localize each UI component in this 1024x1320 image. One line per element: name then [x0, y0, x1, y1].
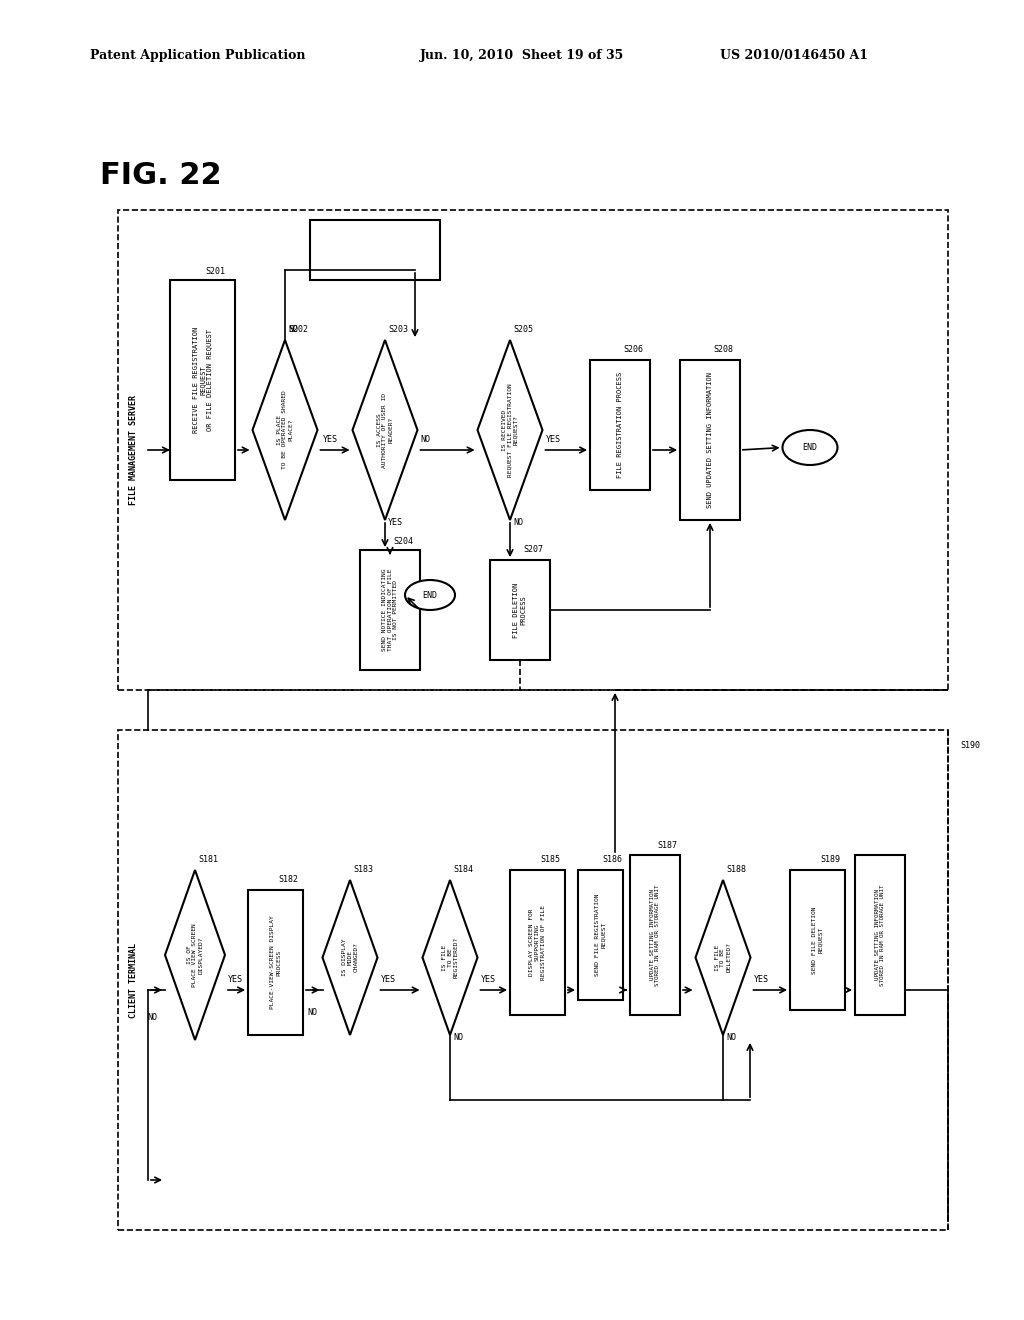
Text: IS PLACE
TO BE OPERATED SHARED
PLACE?: IS PLACE TO BE OPERATED SHARED PLACE? [276, 391, 293, 470]
Text: YES: YES [228, 975, 243, 983]
Text: SEND NOTICE INDICATING
THAT OPERATION OF FILE
IS NOT PERMITTED: SEND NOTICE INDICATING THAT OPERATION OF… [382, 569, 398, 651]
Bar [118, 210, 948, 690]
Text: S206: S206 [623, 346, 643, 355]
Text: S187: S187 [657, 841, 677, 850]
Ellipse shape [782, 430, 838, 465]
Text: NO: NO [726, 1034, 736, 1041]
Text: YES: YES [546, 436, 560, 444]
Bar [590, 360, 650, 490]
Polygon shape [352, 341, 418, 520]
Text: FILE REGISTRATION PROCESS: FILE REGISTRATION PROCESS [617, 372, 623, 478]
Text: NO: NO [147, 1012, 157, 1022]
Text: NO: NO [453, 1034, 463, 1041]
Polygon shape [323, 880, 378, 1035]
Text: IS ACCESS
AUTHORITY OF USER ID
READER?: IS ACCESS AUTHORITY OF USER ID READER? [377, 392, 393, 467]
Text: UPDATE SETTING INFORMATION
STORED IN RAM OR STORAGE UNIT: UPDATE SETTING INFORMATION STORED IN RAM… [874, 884, 886, 986]
Text: NO: NO [421, 436, 430, 444]
Text: CLIENT TERMINAL: CLIENT TERMINAL [128, 942, 137, 1018]
Text: YES: YES [480, 975, 496, 983]
Text: FILE DELETION
PROCESS: FILE DELETION PROCESS [513, 582, 526, 638]
Text: US 2010/0146450 A1: US 2010/0146450 A1 [720, 49, 868, 62]
Text: S189: S189 [820, 855, 841, 865]
Bar [680, 360, 740, 520]
Text: RECEIVE FILE REGISTRATION
REQUEST
OR FILE DELETION REQUEST: RECEIVE FILE REGISTRATION REQUEST OR FIL… [193, 327, 213, 433]
Polygon shape [477, 341, 543, 520]
Text: NO: NO [307, 1008, 317, 1016]
Bar [310, 220, 440, 280]
Text: S183: S183 [353, 866, 373, 874]
Text: Jun. 10, 2010  Sheet 19 of 35: Jun. 10, 2010 Sheet 19 of 35 [420, 49, 625, 62]
Text: S201: S201 [206, 268, 225, 276]
Text: YES: YES [381, 975, 395, 983]
Text: S185: S185 [541, 855, 560, 865]
Text: IS RECEIVED
REQUEST FILE REGISTRATION
REQUEST?: IS RECEIVED REQUEST FILE REGISTRATION RE… [502, 383, 518, 477]
Text: YES: YES [323, 436, 338, 444]
Text: IS DISPLAY
MODE
CHANGED?: IS DISPLAY MODE CHANGED? [342, 939, 358, 977]
Text: IS FILE
TO BE
REGISTERED?: IS FILE TO BE REGISTERED? [441, 937, 459, 978]
Text: S182: S182 [279, 875, 299, 884]
Text: Patent Application Publication: Patent Application Publication [90, 49, 305, 62]
Text: UPDATE SETTING INFORMATION
STORED IN RAM OR STORAGE UNIT: UPDATE SETTING INFORMATION STORED IN RAM… [649, 884, 660, 986]
Bar [578, 870, 623, 1001]
Text: YES: YES [388, 517, 403, 527]
Ellipse shape [406, 579, 455, 610]
Text: NO: NO [513, 517, 523, 527]
Bar [170, 280, 234, 480]
Text: S188: S188 [726, 866, 746, 874]
Text: NO: NO [288, 325, 298, 334]
Polygon shape [165, 870, 225, 1040]
Text: S204: S204 [393, 537, 413, 546]
Text: S203: S203 [388, 326, 408, 334]
Text: S190: S190 [961, 741, 980, 750]
Polygon shape [423, 880, 477, 1035]
Text: IS FILE
TO BE
DELETED?: IS FILE TO BE DELETED? [715, 942, 731, 973]
Text: SEND FILE REGISTRATION
REQUEST: SEND FILE REGISTRATION REQUEST [595, 894, 606, 977]
Bar [855, 855, 905, 1015]
Text: FILE MANAGEMENT SERVER: FILE MANAGEMENT SERVER [128, 395, 137, 506]
Text: S184: S184 [453, 866, 473, 874]
Text: PLACE-VIEW-SCREEN DISPLAY
PROCESS: PLACE-VIEW-SCREEN DISPLAY PROCESS [270, 916, 281, 1010]
Text: S181: S181 [198, 855, 218, 865]
Text: SEND UPDATED SETTING INFORMATION: SEND UPDATED SETTING INFORMATION [707, 372, 713, 508]
Text: YES: YES [754, 975, 768, 983]
Bar [248, 890, 303, 1035]
Text: S205: S205 [513, 326, 534, 334]
Bar [630, 855, 680, 1015]
Bar [360, 550, 420, 671]
Text: SEND FILE DELETION
REQUEST: SEND FILE DELETION REQUEST [812, 907, 823, 974]
Polygon shape [695, 880, 751, 1035]
Text: S208: S208 [713, 346, 733, 355]
Text: END: END [423, 590, 437, 599]
Text: S186: S186 [602, 855, 623, 865]
Text: S202: S202 [288, 326, 308, 334]
Text: IS OF
PLACE VIEW SCREEN
DISPLAYED?: IS OF PLACE VIEW SCREEN DISPLAYED? [186, 923, 204, 987]
Bar [490, 560, 550, 660]
Bar [790, 870, 845, 1010]
Text: END: END [803, 444, 817, 451]
Text: DISPLAY SCREEN FOR
SUPPORTING
REGISTRATION OF FILE: DISPLAY SCREEN FOR SUPPORTING REGISTRATI… [529, 906, 546, 979]
Polygon shape [253, 341, 317, 520]
Bar [118, 730, 948, 1230]
Text: S207: S207 [523, 545, 543, 554]
Bar [510, 870, 565, 1015]
Text: FIG. 22: FIG. 22 [100, 161, 221, 190]
